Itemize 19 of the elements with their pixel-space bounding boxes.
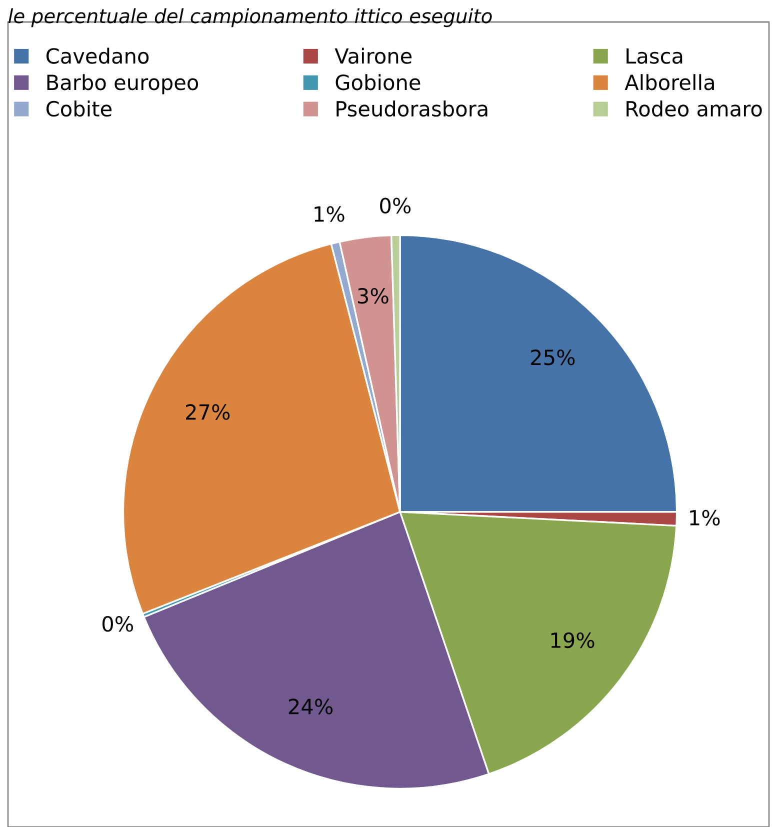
data-label: 25% [531,350,575,366]
legend-label: Pseudorasbora [336,100,488,117]
data-label: 0% [380,198,411,214]
chart-title: le percentuale del campionamento ittico eseguito [8,8,492,28]
legend-label: Barbo europeo [47,74,198,94]
data-label: 24% [288,698,333,714]
data-label: 0% [102,616,133,632]
legend-label: Vairone [334,48,412,64]
legend-label: Gobione [336,74,420,90]
data-label: 27% [186,404,230,420]
legend-label: Cavedano [46,48,149,64]
data-label: 3% [358,288,388,304]
legend-label: Cobite [46,100,112,117]
data-label: 1% [690,510,720,526]
legend-label: Rodeo amaro [626,100,762,117]
legend-label: Alborella [624,74,714,90]
data-label: 19% [551,632,594,648]
legend-label: Lasca [626,48,682,64]
data-label: 1% [314,206,344,222]
